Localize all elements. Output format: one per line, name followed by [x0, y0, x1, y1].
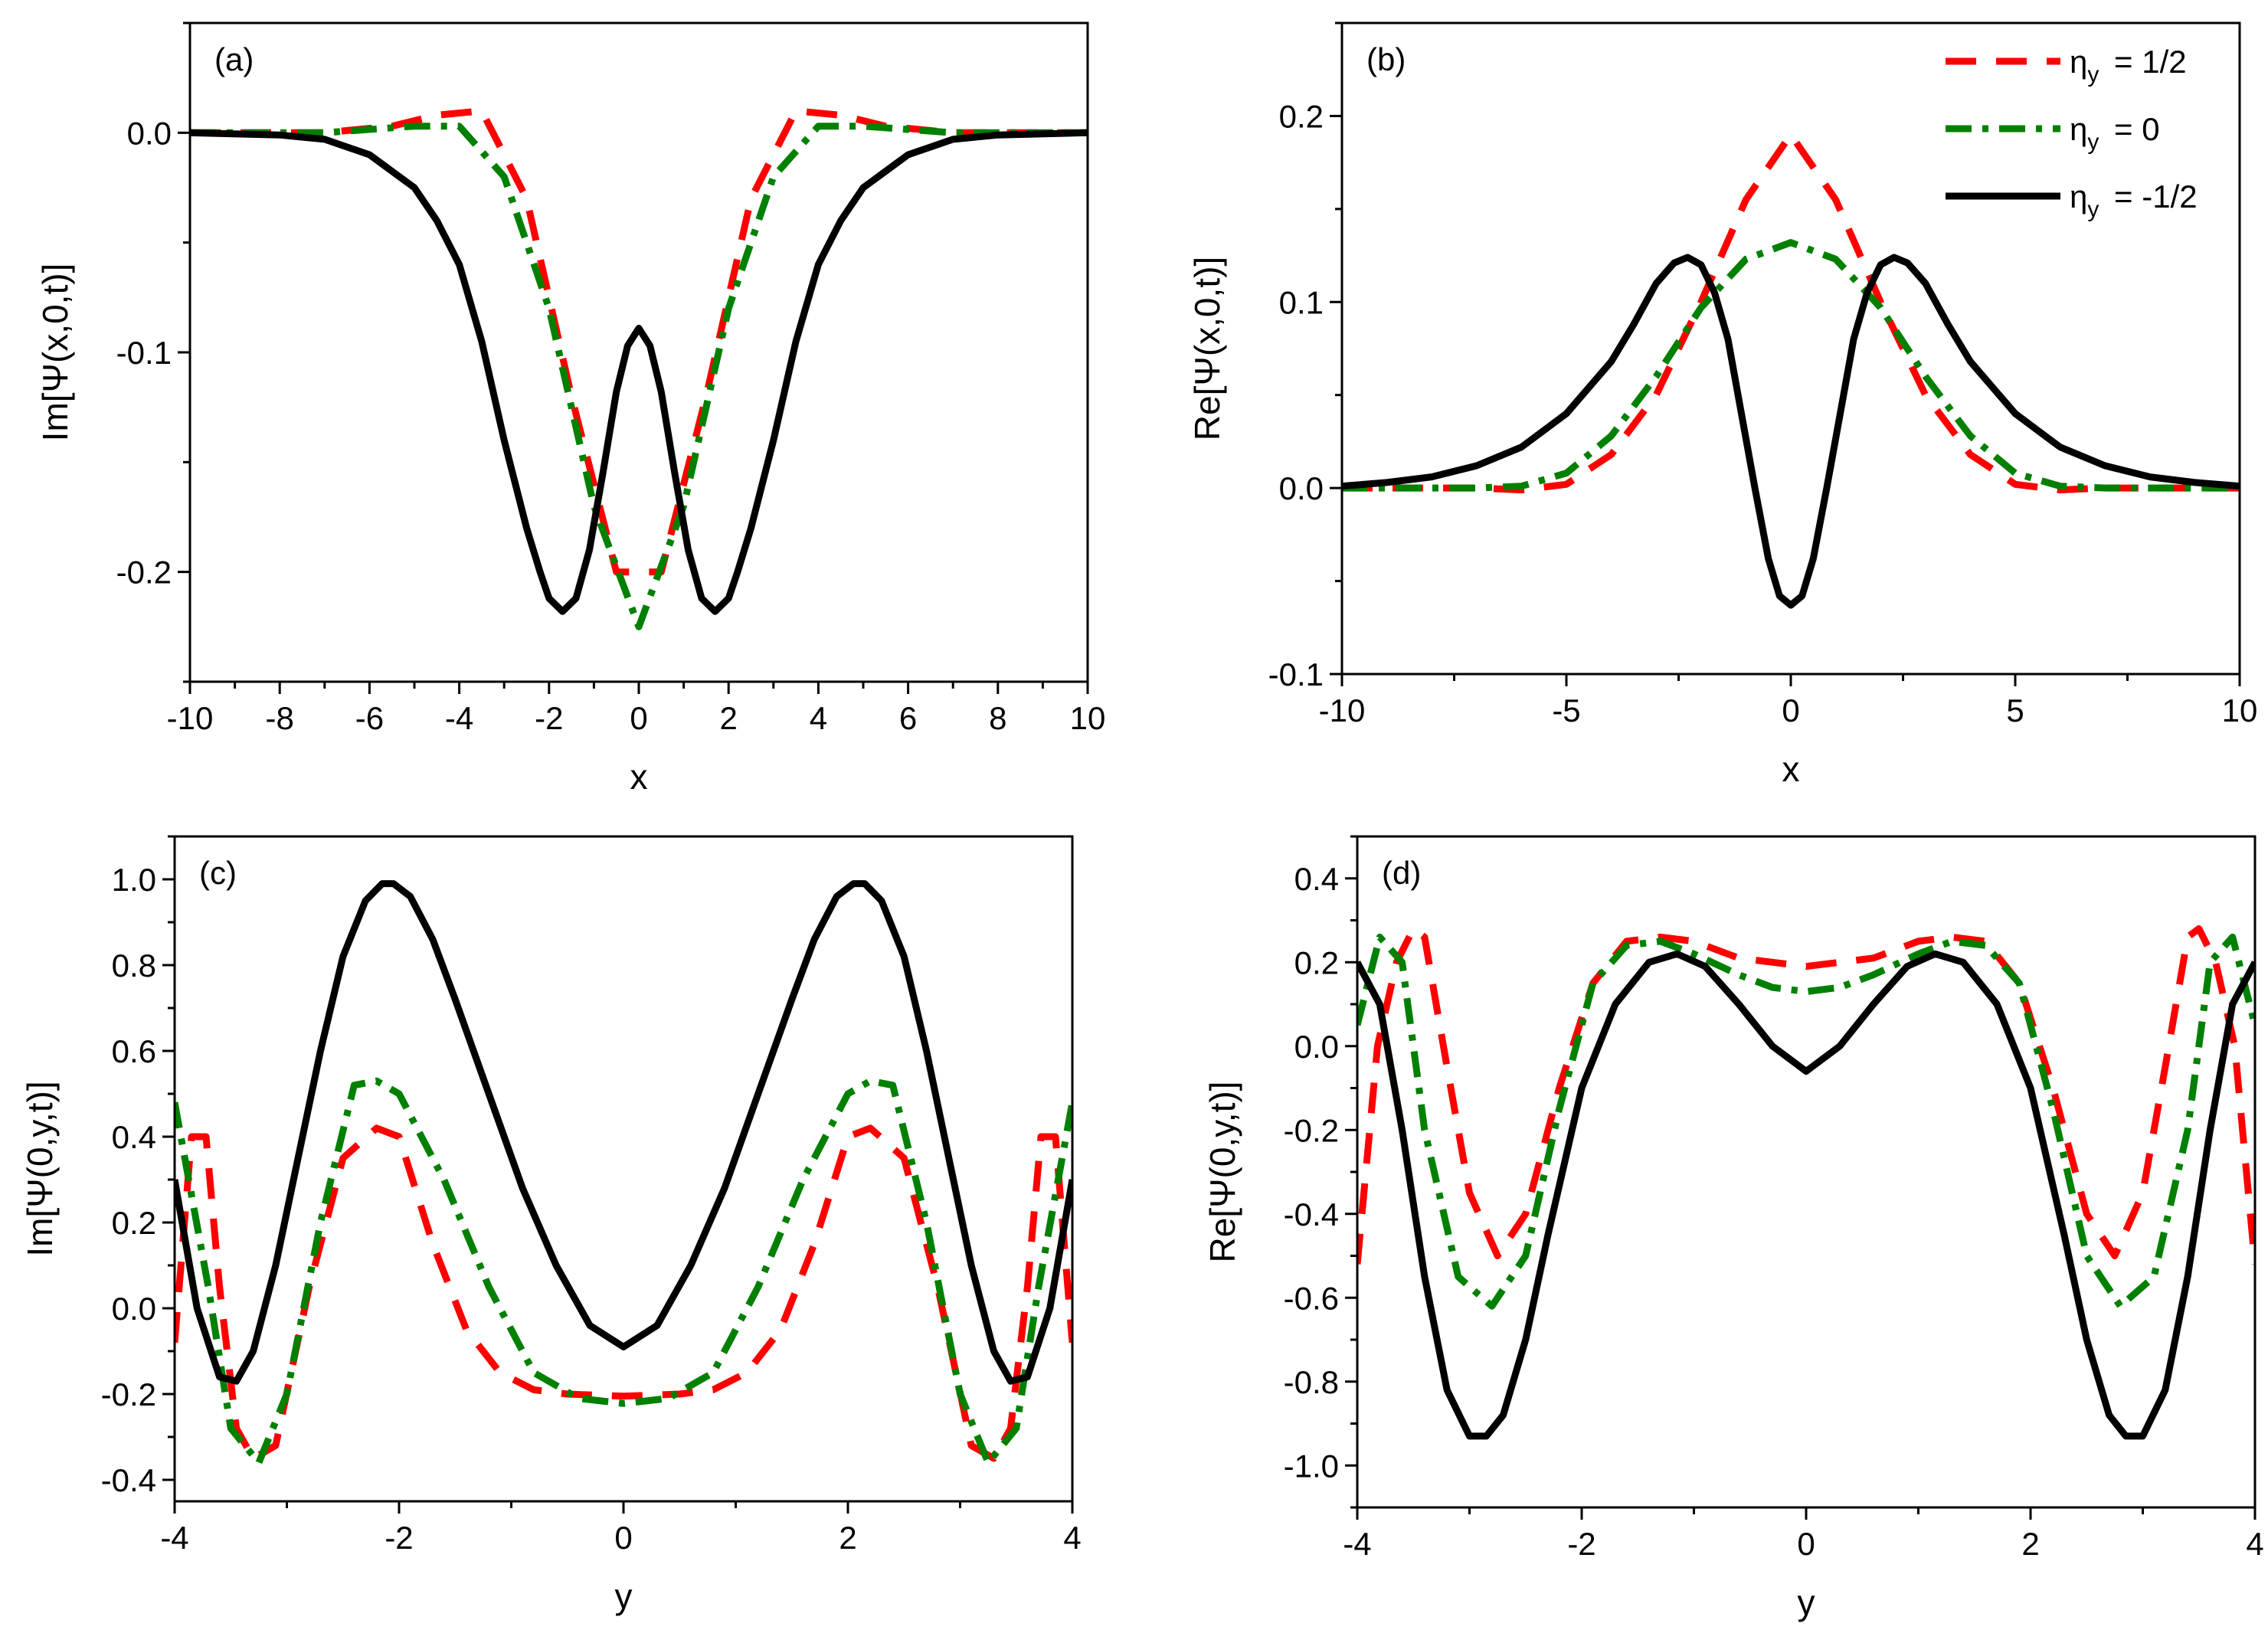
legend: ηy = 1/2 ηy = 0 ηy = -1/2 [1946, 44, 2198, 222]
x-tick-label: 0 [630, 700, 647, 736]
panel-d: -4 -2 0 2 4 -1.0 -0.8 -0.6 -0.4 -0.2 0.0 0.2 0.4 (d) y… [1203, 835, 2264, 1622]
axes-frame [1356, 835, 2257, 1509]
series-line-b-panel-d [1357, 933, 2255, 1310]
x-axis-label: x [630, 757, 648, 797]
panel-c: -4 -2 0 2 4 -0.4 -0.2 0.0 0.2 0.4 0.6 0.8 1.0 (c) y Im[… [20, 835, 1082, 1616]
x-tick-label: 10 [1070, 700, 1106, 736]
y-tick-label: -0.1 [116, 335, 172, 371]
x-axis-label: x [1782, 749, 1800, 789]
y-axis-label: Re[Ψ(0,y,t)] [1203, 1082, 1242, 1263]
plot-lines [175, 880, 1072, 1467]
x-tick-label: 10 [2222, 692, 2258, 728]
y-tick-label: -0.4 [1284, 1196, 1339, 1232]
x-tick-label: 0 [1782, 692, 1799, 728]
series-line-a-panel-b [1342, 131, 2240, 494]
panel-a: -10 -8 -6 -4 -2 0 2 4 6 8 10 -0.2 -0.1 0.0 (a) x Im[Ψ(x,… [35, 21, 1106, 797]
y-tick-label: 1.0 [112, 862, 156, 898]
series-line-b-panel-b [1342, 239, 2240, 492]
series-line-a-panel-a [190, 107, 1088, 576]
series-line-b-panel-c [175, 1077, 1072, 1467]
x-tick-label: 2 [839, 1520, 856, 1556]
x-tick-label: -2 [385, 1520, 413, 1556]
panel-label: (a) [214, 41, 254, 77]
y-axis-label: Im[Ψ(x,0,t)] [35, 263, 75, 442]
series-line-c-panel-b [1342, 254, 2240, 609]
y-tick-label: 0.2 [1279, 98, 1324, 134]
y-tick-label: -0.4 [101, 1462, 156, 1498]
x-tick-label: 4 [810, 700, 827, 736]
y-tick-label: 0.4 [112, 1119, 156, 1155]
legend-label: ηy = 0 [2070, 111, 2160, 155]
x-tick-label: 2 [2021, 1526, 2039, 1562]
x-tick-label: 0 [1797, 1526, 1815, 1562]
x-axis-label: y [1798, 1582, 1815, 1622]
y-tick-label: -0.2 [1284, 1112, 1339, 1148]
y-tick-label: 0.2 [112, 1205, 156, 1241]
x-tick-label: 4 [2246, 1526, 2263, 1562]
panel-label: (b) [1366, 41, 1406, 77]
y-tick-label: 0.0 [1279, 470, 1324, 506]
y-tick-label: 0.1 [1279, 284, 1324, 320]
axes-frame [188, 21, 1089, 683]
plot-lines [190, 107, 1088, 630]
legend-item-c: ηy = -1/2 [1946, 178, 2198, 222]
y-tick-label: -0.2 [116, 555, 172, 591]
x-tick-label: -10 [1319, 692, 1366, 728]
y-tick-label: -0.6 [1284, 1280, 1339, 1316]
x-tick-label: 6 [899, 700, 917, 736]
y-tick-label: -0.2 [101, 1376, 156, 1412]
y-axis-label: Re[Ψ(x,0,t)] [1187, 257, 1227, 440]
y-tick-label: 0.8 [112, 948, 156, 984]
y-tick-label: 0.0 [127, 115, 172, 151]
y-tick-label: -0.8 [1284, 1364, 1339, 1400]
plot-lines [1342, 131, 2240, 609]
x-tick-label: -4 [160, 1520, 188, 1556]
x-tick-label: -2 [1567, 1526, 1595, 1562]
y-tick-label: -0.1 [1268, 656, 1324, 692]
y-tick-label: -1.0 [1284, 1448, 1339, 1484]
panel-b: -10 -5 0 5 10 -0.1 0.0 0.1 0.2 (b) x Re[Ψ(x,0,t)] [1187, 21, 2258, 789]
panel-label: (c) [199, 855, 237, 891]
series-line-c-panel-a [190, 129, 1088, 615]
x-tick-label: -6 [355, 700, 384, 736]
series-line-c-panel-c [175, 880, 1072, 1385]
panel-label: (d) [1382, 855, 1421, 891]
plot-lines [1357, 925, 2255, 1440]
legend-label: ηy = 1/2 [2070, 44, 2187, 87]
legend-item-b: ηy = 0 [1946, 111, 2160, 155]
legend-label: ηy = -1/2 [2070, 178, 2198, 222]
x-tick-label: -4 [445, 700, 473, 736]
y-tick-label: 0.4 [1294, 861, 1339, 897]
y-tick-label: 0.2 [1294, 944, 1339, 980]
x-tick-label: 5 [2006, 692, 2024, 728]
x-tick-label: 2 [720, 700, 738, 736]
series-line-c-panel-d [1357, 950, 2255, 1440]
x-tick-label: -5 [1552, 692, 1580, 728]
y-tick-label: 0.0 [112, 1291, 156, 1327]
legend-item-a: ηy = 1/2 [1946, 44, 2187, 87]
x-tick-label: -10 [167, 700, 214, 736]
x-tick-label: 8 [989, 700, 1006, 736]
series-line-b-panel-a [190, 123, 1088, 630]
y-axis-label: Im[Ψ(0,y,t)] [20, 1081, 60, 1256]
x-tick-label: -4 [1343, 1526, 1371, 1562]
x-tick-label: 4 [1063, 1520, 1081, 1556]
x-tick-label: -2 [535, 700, 563, 736]
x-axis-label: y [615, 1576, 633, 1616]
x-tick-label: 0 [614, 1520, 632, 1556]
y-tick-label: 0.0 [1294, 1029, 1339, 1065]
series-line-a-panel-d [1357, 925, 2255, 1265]
y-tick-label: 0.6 [112, 1033, 156, 1069]
x-tick-label: -8 [266, 700, 294, 736]
